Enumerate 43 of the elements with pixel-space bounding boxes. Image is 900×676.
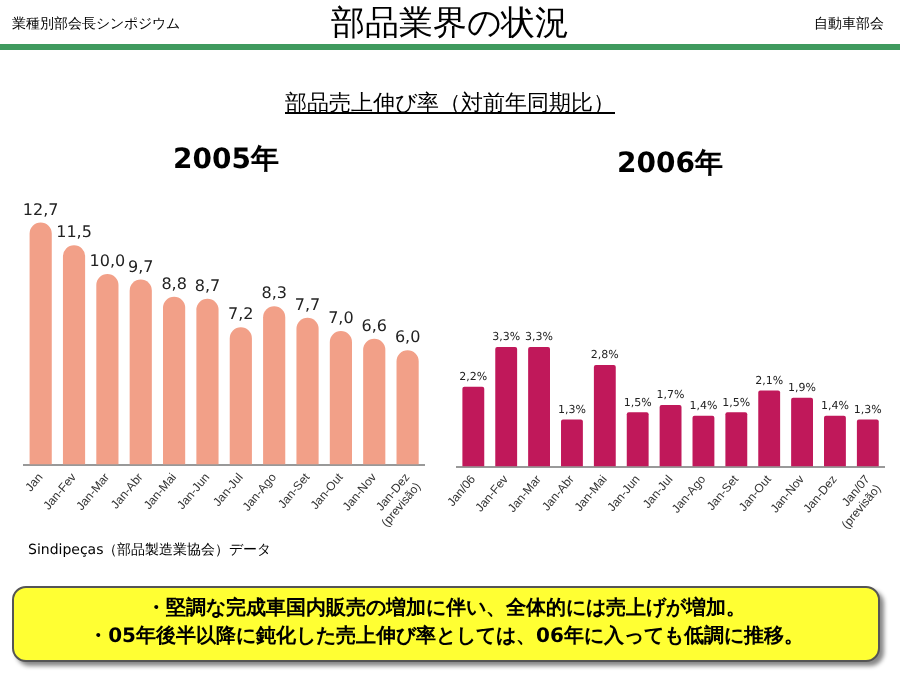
bar — [96, 273, 119, 465]
bar — [593, 365, 616, 467]
text: 部品売上伸び率（対前年同期比） — [283, 88, 617, 118]
data-label: 11,5 — [56, 223, 92, 242]
bar — [229, 327, 252, 465]
data-label: 6,0 — [394, 328, 421, 347]
bar — [263, 306, 286, 465]
chart-title: 2005年 — [173, 144, 279, 177]
bar — [528, 346, 550, 467]
bar — [329, 331, 352, 465]
data-label: 7,2 — [228, 305, 254, 324]
bar — [163, 296, 186, 465]
bar — [758, 390, 781, 467]
data-label: 8,7 — [194, 276, 221, 295]
bar — [462, 386, 485, 467]
bar — [659, 404, 682, 467]
data-label: 7,0 — [328, 309, 354, 328]
data-label: 7,7 — [294, 295, 321, 314]
bar — [363, 338, 386, 465]
data-label: 9,7 — [128, 257, 154, 276]
bar — [824, 415, 846, 467]
data-label: 8,8 — [161, 274, 187, 293]
bar — [29, 222, 52, 465]
data-label: 6,6 — [361, 316, 387, 335]
bar — [856, 419, 879, 467]
text: 部品業界の状況 — [331, 4, 569, 44]
bar — [626, 412, 649, 467]
bar — [296, 317, 319, 465]
bar — [692, 415, 715, 467]
bar — [495, 346, 518, 467]
text: ・堅調な完成車国内販売の増加に伴い、全体的には売上げが増加。 — [146, 596, 746, 624]
bar — [561, 419, 583, 467]
bar — [62, 245, 86, 465]
chart-title: 2006年 — [617, 148, 723, 181]
bar — [396, 350, 419, 465]
data-label: 8,3 — [261, 284, 287, 303]
bar — [196, 298, 219, 465]
data-label: 12,7 — [22, 200, 59, 219]
bar — [791, 397, 813, 467]
bar — [725, 412, 748, 467]
data-label: 10,0 — [89, 252, 126, 271]
bar — [129, 279, 152, 465]
text: ・05年後半以降に鈍化した売上伸び率としては、06年に入っても低調に推移。 — [88, 624, 804, 652]
